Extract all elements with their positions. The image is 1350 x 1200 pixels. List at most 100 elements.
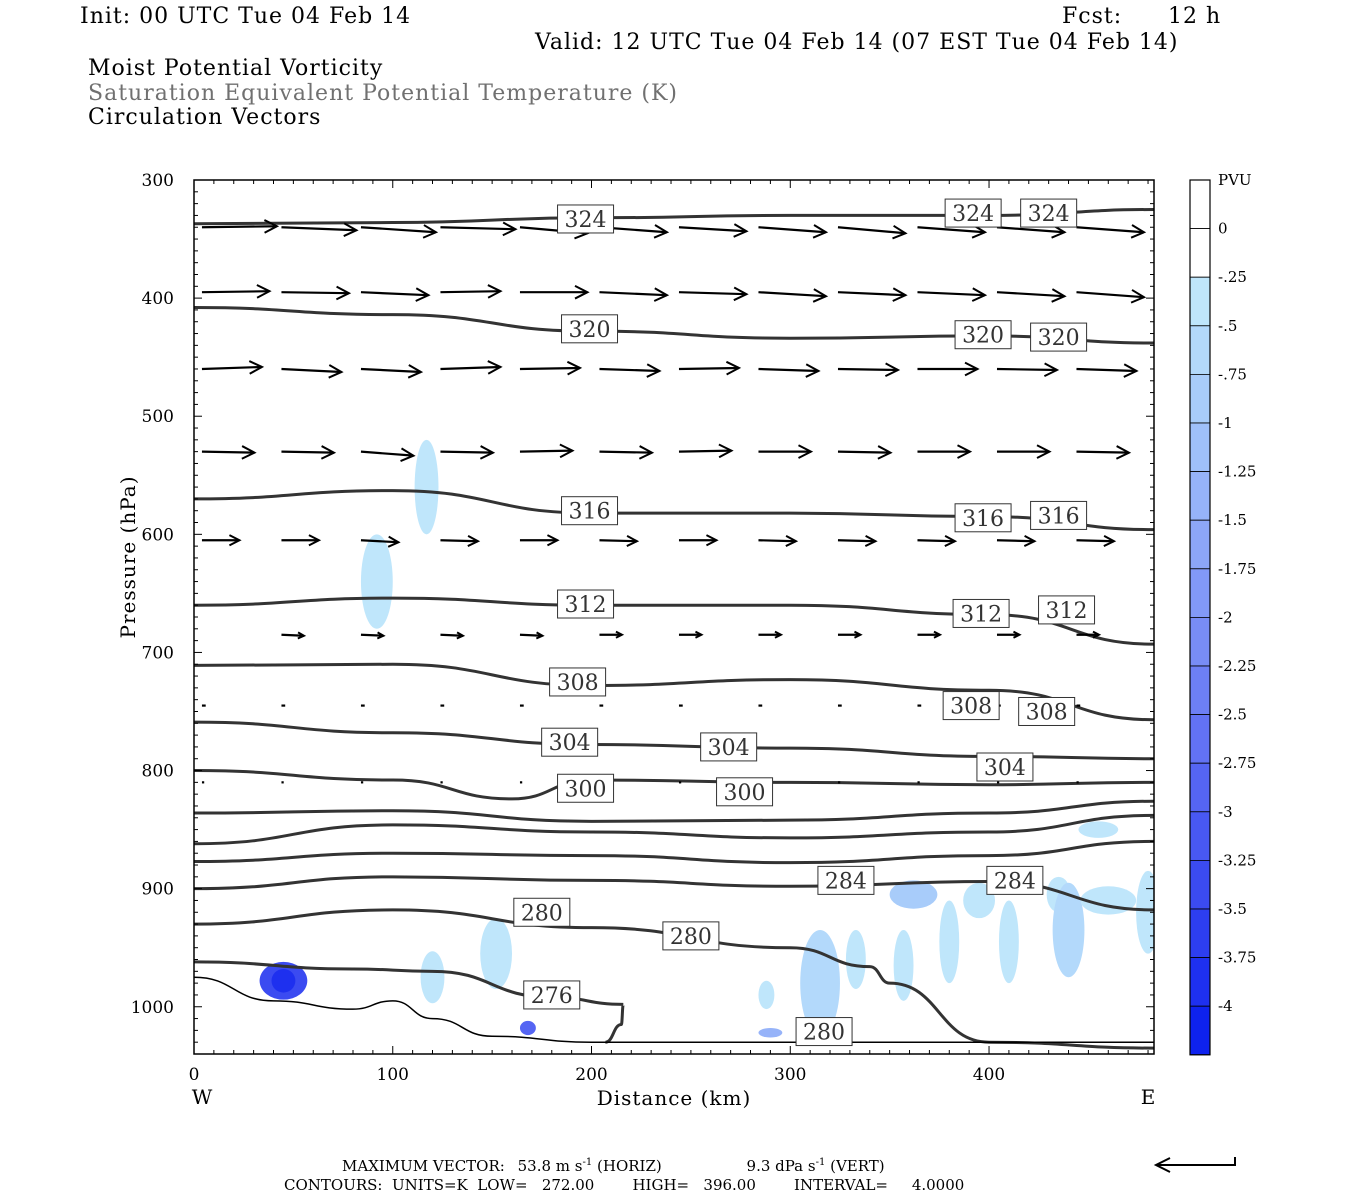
circulation-vector <box>1076 363 1139 378</box>
circulation-vector <box>519 631 545 640</box>
contour-label-text: 284 <box>825 869 867 894</box>
vector-head <box>320 445 337 460</box>
contour-label-text: 316 <box>1038 504 1080 529</box>
circulation-vector <box>758 444 814 459</box>
circulation-vector <box>678 223 749 238</box>
contour-label-box <box>700 732 758 762</box>
colorbar-label: -2.5 <box>1218 706 1247 724</box>
vector-head <box>308 534 322 547</box>
vector-shaft <box>281 450 334 454</box>
vector-head <box>1023 534 1037 547</box>
circulation-vector <box>996 630 1022 639</box>
colorbar-swatch <box>1189 373 1211 424</box>
circulation-vector <box>758 224 829 239</box>
colorbar-swatch <box>1189 276 1211 327</box>
colorbar-label: -1.25 <box>1218 463 1256 481</box>
vector-head <box>1043 362 1060 378</box>
vector-head <box>415 287 431 302</box>
vector-head <box>944 534 958 547</box>
contour-label: 324 <box>944 198 1002 228</box>
colorbar-label: -3.25 <box>1218 851 1256 869</box>
circulation-vector <box>519 284 590 300</box>
contour-label-layer: 324 324 324 320 320 320 316 316 316 312 312 312 308 3… <box>513 198 1096 1047</box>
circulation-vector <box>1076 534 1117 547</box>
contour-label-box <box>954 503 1012 533</box>
pv-shaded-region <box>420 951 445 1004</box>
circulation-vector <box>996 288 1067 303</box>
contour-label: 300 <box>557 773 615 803</box>
y-tick-label: 700 <box>142 643 174 663</box>
vector-shaft <box>1076 367 1137 373</box>
vector-head <box>1036 444 1052 459</box>
vector-shaft <box>201 225 277 229</box>
vector-head <box>422 224 439 239</box>
colorbar-swatch <box>1189 908 1211 958</box>
vector-head <box>854 630 863 639</box>
vector-head <box>1013 630 1022 639</box>
max-vector-vertical: 9.3 dPa s <box>746 1157 816 1175</box>
x-tick-label: 100 <box>377 1065 409 1085</box>
pv-shaded-region <box>939 900 960 984</box>
contour-label-box <box>944 198 1002 228</box>
circulation-vector <box>440 221 518 237</box>
contour-label: 316 <box>1030 500 1088 530</box>
vector-head <box>957 444 973 459</box>
vector-head <box>566 360 583 376</box>
circulation-vector <box>281 285 352 301</box>
circulation-vector <box>599 534 640 547</box>
pv-shaded-region <box>519 1020 536 1036</box>
vector-shaft <box>360 367 422 374</box>
contour-label-box <box>513 897 571 927</box>
vector-head <box>774 630 784 639</box>
contour-label-text: 316 <box>569 500 611 525</box>
circulation-vector-layer <box>201 219 1147 784</box>
vector-head <box>1092 630 1102 639</box>
circulation-vector <box>599 445 655 460</box>
vector-head <box>574 284 590 300</box>
vector-head <box>228 534 242 547</box>
vector-shaft <box>1076 226 1145 234</box>
contour-info: CONTOURS: UNITS=K LOW= 272.00 HIGH= 396.… <box>284 1176 965 1194</box>
reference-vector-head <box>1153 1157 1171 1173</box>
theta-es-contour <box>194 662 1154 722</box>
vector-shaft <box>360 633 384 637</box>
circulation-vector <box>1076 224 1147 239</box>
vector-shaft <box>360 450 414 457</box>
vector-head <box>798 444 814 459</box>
vector-head <box>1051 288 1067 303</box>
vector-head <box>502 221 518 237</box>
contour-label: 308 <box>1018 696 1076 726</box>
contour-label: 308 <box>549 667 607 697</box>
contour-label: 324 <box>1020 198 1078 228</box>
colorbar-label: -3.5 <box>1218 900 1247 918</box>
vector-head <box>256 284 272 299</box>
vector-shaft <box>281 226 357 232</box>
vector-head <box>376 631 386 640</box>
circulation-vector <box>917 534 958 547</box>
pv-shading-layer <box>259 439 1154 1038</box>
vector-shaft <box>201 290 270 294</box>
vector-shaft <box>360 226 437 234</box>
colorbar-label: -.75 <box>1218 365 1247 383</box>
circulation-vector <box>758 630 784 639</box>
vector-shaft <box>996 367 1057 372</box>
pv-shaded-region <box>758 980 775 1010</box>
vector-head <box>241 445 257 460</box>
vector-shaft <box>440 290 501 294</box>
pv-shaded-region <box>889 880 938 909</box>
circulation-vector <box>837 534 878 547</box>
vector-shaft <box>201 450 255 454</box>
circulation-vector <box>440 360 503 375</box>
circulation-vector <box>440 631 466 640</box>
circulation-vector <box>996 534 1037 547</box>
circulation-vector <box>360 535 401 548</box>
contour-label-box <box>557 204 615 234</box>
vector-head <box>343 222 359 238</box>
theta-es-contour <box>194 596 1154 646</box>
vector-head <box>387 535 401 548</box>
contour-label-box <box>817 865 875 895</box>
vector-shaft <box>837 450 891 454</box>
colorbar-label: -1 <box>1218 414 1233 432</box>
field-title-theta-es: Saturation Equivalent Potential Temperat… <box>88 81 678 106</box>
vector-shaft <box>917 539 956 543</box>
